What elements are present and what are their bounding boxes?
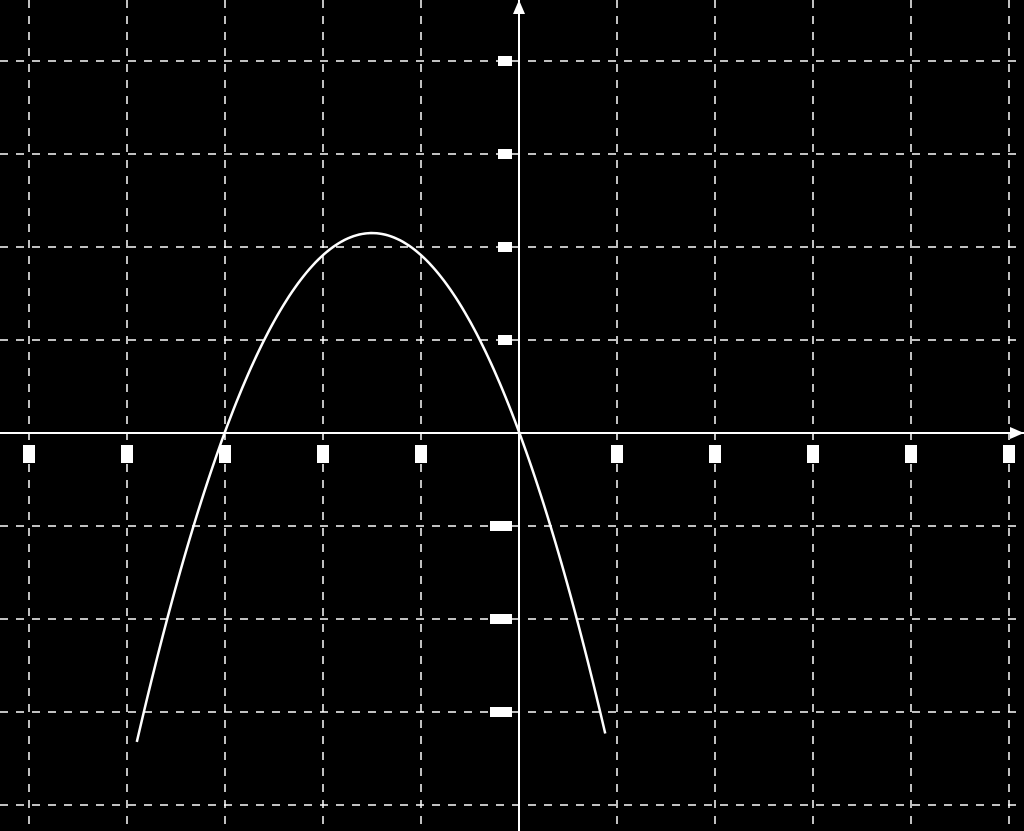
x-tick-marker [23,445,35,463]
y-tick-marker [490,614,512,624]
x-tick-marker [317,445,329,463]
y-tick-marker [490,521,512,531]
x-tick-marker [807,445,819,463]
y-tick-marker [498,242,512,252]
x-tick-marker [415,445,427,463]
x-tick-marker [905,445,917,463]
x-tick-marker [121,445,133,463]
parabola-chart [0,0,1024,831]
x-tick-marker [1003,445,1015,463]
x-tick-marker [709,445,721,463]
x-tick-marker [611,445,623,463]
y-tick-marker [498,56,512,66]
y-tick-marker [498,335,512,345]
y-tick-marker [490,707,512,717]
x-tick-marker [219,445,231,463]
y-tick-marker [498,149,512,159]
